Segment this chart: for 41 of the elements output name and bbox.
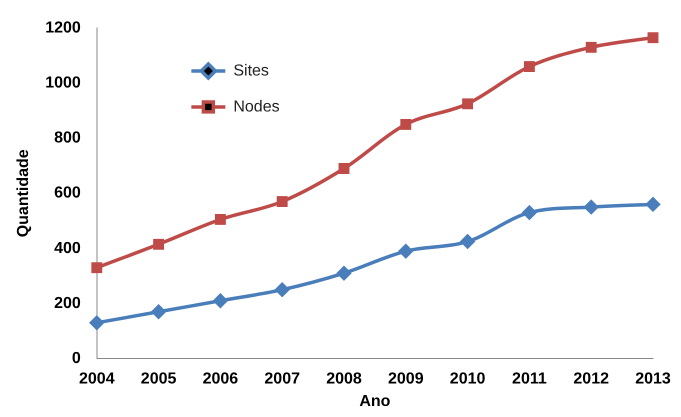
point bbox=[89, 315, 104, 330]
point bbox=[398, 244, 414, 259]
point bbox=[648, 32, 658, 44]
y-tick-label: 800 bbox=[54, 130, 81, 147]
x-tick-label: 2004 bbox=[78, 370, 115, 388]
point bbox=[212, 293, 228, 308]
y-tick-label: 0 bbox=[72, 350, 81, 368]
x-tick-label: 2013 bbox=[635, 370, 671, 388]
point bbox=[274, 282, 290, 298]
y-tick-label: 1000 bbox=[45, 74, 81, 92]
x-tick-label: 2010 bbox=[450, 370, 486, 388]
legend-label: Sites bbox=[233, 62, 269, 80]
point bbox=[336, 266, 352, 281]
y-tick-label: 1200 bbox=[45, 19, 81, 36]
x-tick-label: 2007 bbox=[264, 370, 300, 388]
point bbox=[524, 61, 535, 72]
x-axis-title: Ano bbox=[359, 392, 391, 410]
point bbox=[522, 205, 537, 220]
point bbox=[214, 214, 226, 225]
x-tick-label: 2011 bbox=[512, 370, 547, 388]
point bbox=[584, 200, 599, 215]
x-tick-label: 2006 bbox=[202, 370, 238, 388]
point bbox=[400, 118, 412, 130]
point bbox=[153, 238, 164, 250]
x-tick-label: 2009 bbox=[388, 370, 424, 388]
point bbox=[276, 196, 288, 208]
point bbox=[338, 163, 350, 174]
y-tick-label: 600 bbox=[54, 184, 81, 202]
point bbox=[151, 304, 166, 320]
point bbox=[462, 98, 474, 110]
x-tick-label: 2012 bbox=[573, 370, 610, 388]
point bbox=[586, 42, 597, 53]
x-tick-label: 2008 bbox=[326, 370, 362, 388]
y-axis-title: Quantidade bbox=[15, 149, 32, 238]
x-tick-label: 2005 bbox=[140, 370, 176, 388]
point bbox=[646, 196, 660, 212]
legend-label: Nodes bbox=[233, 98, 280, 116]
point bbox=[460, 234, 476, 250]
y-tick-label: 400 bbox=[54, 240, 81, 257]
y-tick-label: 200 bbox=[54, 294, 81, 312]
point bbox=[91, 262, 102, 274]
